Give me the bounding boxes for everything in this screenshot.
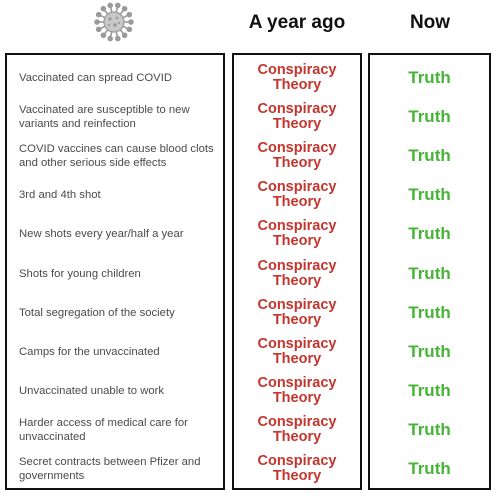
claim-label: Unvaccinated unable to work [19,384,165,397]
claim-label: Vaccinated can spread COVID [19,72,173,84]
claim-label: Camps for the unvaccinated [19,345,160,358]
conspiracy-theory-label: Conspiracy Theory [257,413,337,445]
truth-label: Truth [408,341,451,361]
coronavirus-icon [94,2,134,42]
conspiracy-theory-label: Conspiracy Theory [257,218,337,250]
truth-label: Truth [408,68,451,87]
claim-label: Secret contracts between Pfizer and gove… [19,456,201,482]
conspiracy-theory-label: Conspiracy Theory [257,335,337,367]
claim-label: 3rd and 4th shot [19,189,101,202]
conspiracy-theory-label: Conspiracy Theory [257,374,337,406]
truth-label: Truth [408,263,451,283]
column-header-now: Now [409,12,451,33]
truth-label: Truth [408,380,451,400]
a-year-ago-column-box [232,53,362,490]
claim-label: Harder access of medical care for unvacc… [19,416,188,443]
claim-label: Total segregation of the society [19,306,175,319]
column-header-a-year-ago: A year ago [248,12,346,33]
claims-column-box [5,53,225,490]
claim-label: COVID vaccines can cause blood clots and… [19,143,214,170]
conspiracy-theory-label: Conspiracy Theory [257,257,337,289]
conspiracy-theory-label: Conspiracy Theory [257,453,337,484]
truth-label: Truth [408,224,451,244]
truth-label: Truth [408,459,451,478]
conspiracy-theory-label: Conspiracy Theory [257,62,337,93]
truth-label: Truth [408,146,451,166]
truth-label: Truth [408,302,451,322]
truth-label: Truth [408,107,451,127]
truth-label: Truth [408,419,451,439]
conspiracy-theory-label: Conspiracy Theory [257,140,337,172]
claim-label: New shots every year/half a year [19,228,184,241]
conspiracy-theory-label: Conspiracy Theory [257,296,337,328]
claim-label: Shots for young children [19,267,141,280]
conspiracy-theory-label: Conspiracy Theory [257,179,337,211]
conspiracy-theory-label: Conspiracy Theory [257,101,337,133]
truth-label: Truth [408,185,451,205]
claim-label: Vaccinated are susceptible to new varian… [19,104,190,131]
now-column-box [368,53,491,490]
